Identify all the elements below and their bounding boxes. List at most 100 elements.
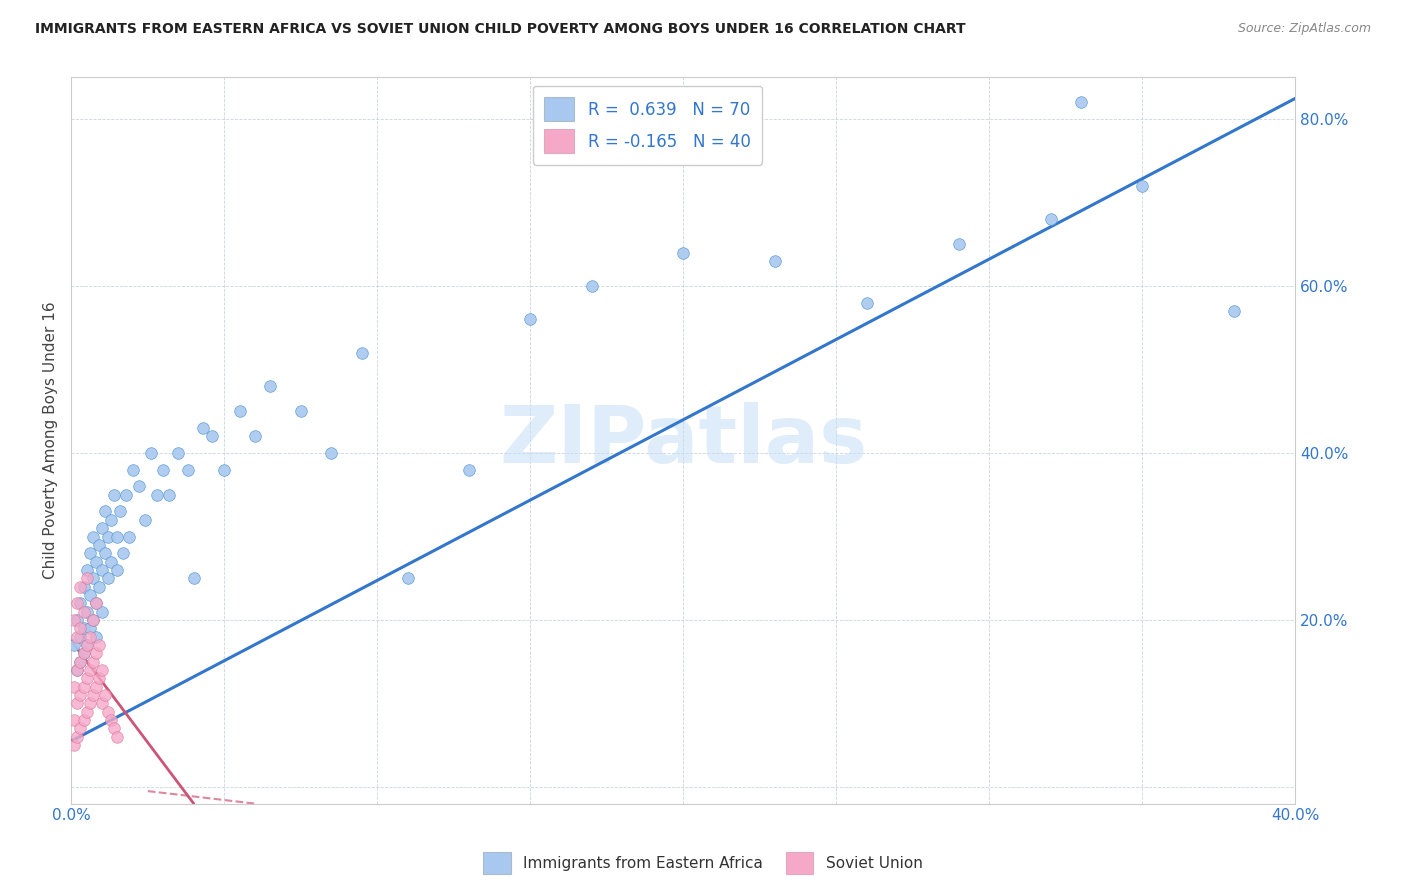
Point <box>63 713 86 727</box>
Point <box>72 580 94 594</box>
Point <box>82 613 104 627</box>
Point <box>103 722 125 736</box>
Point <box>87 638 110 652</box>
Point <box>105 563 128 577</box>
Point <box>79 621 101 635</box>
Point <box>90 521 112 535</box>
Point <box>1039 212 1062 227</box>
Point <box>84 630 107 644</box>
Point <box>76 563 98 577</box>
Point <box>94 546 117 560</box>
Point <box>1223 304 1246 318</box>
Point <box>66 663 89 677</box>
Point <box>121 463 143 477</box>
Point <box>97 529 120 543</box>
Text: ZIPatlas: ZIPatlas <box>499 401 868 480</box>
Point <box>128 479 150 493</box>
Point <box>66 697 89 711</box>
Point <box>84 596 107 610</box>
Legend: R =  0.639   N = 70, R = -0.165   N = 40: R = 0.639 N = 70, R = -0.165 N = 40 <box>533 86 762 165</box>
Point <box>139 446 162 460</box>
Point <box>1070 95 1092 110</box>
Point <box>72 621 94 635</box>
Point <box>1132 178 1154 193</box>
Point <box>84 596 107 610</box>
Point <box>69 655 91 669</box>
Point <box>134 513 156 527</box>
Point <box>82 688 104 702</box>
Point <box>115 488 138 502</box>
Point <box>63 638 86 652</box>
Point <box>352 346 374 360</box>
Point <box>87 538 110 552</box>
Point <box>87 672 110 686</box>
Point <box>157 488 180 502</box>
Point <box>76 638 98 652</box>
Point <box>176 463 198 477</box>
Point <box>243 429 266 443</box>
Point <box>82 655 104 669</box>
Point <box>79 663 101 677</box>
Point <box>103 488 125 502</box>
Point <box>63 738 86 752</box>
Point <box>66 730 89 744</box>
Point <box>72 605 94 619</box>
Point <box>672 245 695 260</box>
Point <box>72 680 94 694</box>
Point <box>82 529 104 543</box>
Point <box>183 571 205 585</box>
Point <box>76 672 98 686</box>
Point <box>118 529 141 543</box>
Point <box>110 504 132 518</box>
Text: IMMIGRANTS FROM EASTERN AFRICA VS SOVIET UNION CHILD POVERTY AMONG BOYS UNDER 16: IMMIGRANTS FROM EASTERN AFRICA VS SOVIET… <box>35 22 966 37</box>
Point <box>458 463 481 477</box>
Point <box>66 630 89 644</box>
Point <box>519 312 541 326</box>
Point <box>69 688 91 702</box>
Point <box>76 571 98 585</box>
Point <box>100 513 122 527</box>
Point <box>90 697 112 711</box>
Point <box>259 379 281 393</box>
Point <box>167 446 190 460</box>
Point <box>856 295 879 310</box>
Point <box>191 421 214 435</box>
Point <box>66 596 89 610</box>
Point <box>152 463 174 477</box>
Point <box>72 646 94 660</box>
Point <box>94 688 117 702</box>
Point <box>84 555 107 569</box>
Point <box>69 655 91 669</box>
Point <box>97 571 120 585</box>
Point <box>69 580 91 594</box>
Point <box>763 254 786 268</box>
Point <box>84 680 107 694</box>
Point <box>84 646 107 660</box>
Point <box>66 663 89 677</box>
Text: Source: ZipAtlas.com: Source: ZipAtlas.com <box>1237 22 1371 36</box>
Point <box>63 613 86 627</box>
Y-axis label: Child Poverty Among Boys Under 16: Child Poverty Among Boys Under 16 <box>44 301 58 579</box>
Point <box>76 605 98 619</box>
Point <box>69 621 91 635</box>
Point <box>94 504 117 518</box>
Point <box>100 555 122 569</box>
Point <box>90 563 112 577</box>
Point <box>90 663 112 677</box>
Point <box>69 596 91 610</box>
Point <box>396 571 419 585</box>
Point <box>63 680 86 694</box>
Point <box>72 713 94 727</box>
Point <box>105 529 128 543</box>
Point <box>79 630 101 644</box>
Point <box>214 463 236 477</box>
Point <box>72 646 94 660</box>
Point <box>290 404 312 418</box>
Point <box>79 546 101 560</box>
Point <box>76 638 98 652</box>
Point <box>321 446 343 460</box>
Point <box>112 546 135 560</box>
Point <box>82 571 104 585</box>
Point <box>79 697 101 711</box>
Legend: Immigrants from Eastern Africa, Soviet Union: Immigrants from Eastern Africa, Soviet U… <box>477 846 929 880</box>
